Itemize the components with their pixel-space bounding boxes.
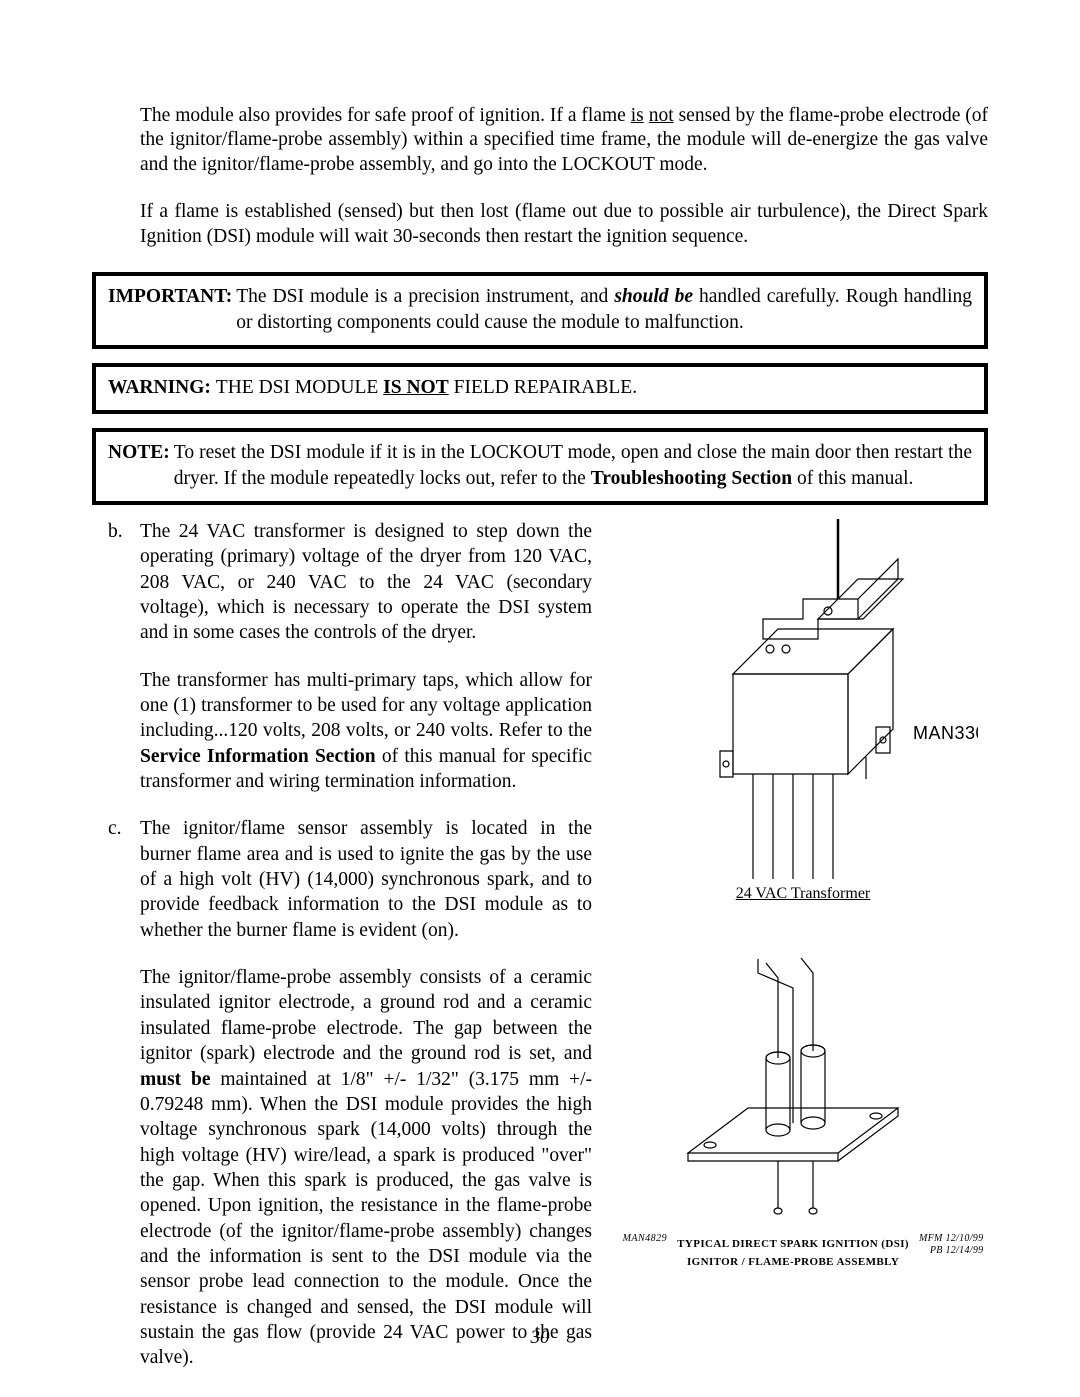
warning-box: WARNING: THE DSI MODULE IS NOT FIELD REP… <box>92 363 988 414</box>
text: The ignitor/flame-probe assembly consist… <box>140 967 592 1064</box>
meta-line-2: PB 12/14/99 <box>919 1245 983 1258</box>
figure-code: MAN3301 <box>913 723 978 743</box>
caption-line-2: IGNITOR / FLAME-PROBE ASSEMBLY <box>677 1255 909 1269</box>
text: of this manual. <box>792 468 913 489</box>
left-column: b. The 24 VAC transformer is designed to… <box>92 519 592 1393</box>
text: The DSI module is a precision instrument… <box>236 286 614 307</box>
list-letter-b: b. <box>108 519 140 794</box>
figure-ignitor-caption-row: MAN4829 TYPICAL DIRECT SPARK IGNITION (D… <box>618 1233 988 1270</box>
underline-not: not <box>649 105 674 126</box>
transformer-icon: MAN3301 <box>618 519 978 879</box>
figure-transformer: MAN3301 24 VAC Transformer <box>618 519 988 903</box>
underline-isnot: IS NOT <box>383 377 449 398</box>
figure-ignitor-left-code: MAN4829 <box>623 1233 668 1244</box>
ignitor-icon <box>618 933 978 1233</box>
caption-line-1: TYPICAL DIRECT SPARK IGNITION (DSI) <box>677 1237 909 1251</box>
important-body: The DSI module is a precision instrument… <box>236 284 972 335</box>
figure-transformer-caption: 24 VAC Transformer <box>618 885 988 903</box>
emphasis: should be <box>614 286 693 307</box>
important-label: IMPORTANT: <box>108 284 236 335</box>
figure-ignitor: MAN4829 TYPICAL DIRECT SPARK IGNITION (D… <box>618 933 988 1270</box>
right-column: MAN3301 24 VAC Transformer <box>618 519 988 1393</box>
list-item-c: c. The ignitor/flame sensor assembly is … <box>92 816 592 1370</box>
item-b-p1: The 24 VAC transformer is designed to st… <box>140 519 592 646</box>
page-number: 30 <box>0 1327 1080 1349</box>
bold-mustbe: must be <box>140 1069 211 1090</box>
list-body-c: The ignitor/flame sensor assembly is loc… <box>140 816 592 1370</box>
text: maintained at 1/8" +/- 1/32" (3.175 mm +… <box>140 1069 592 1369</box>
warning-label: WARNING: <box>108 377 216 398</box>
list-letter-c: c. <box>108 816 140 1370</box>
item-b-p2: The transformer has multi-primary taps, … <box>140 668 592 795</box>
manual-page: The module also provides for safe proof … <box>0 0 1080 1397</box>
item-c-p2: The ignitor/flame-probe assembly consist… <box>140 965 592 1371</box>
text: FIELD REPAIRABLE. <box>449 377 637 398</box>
figure-ignitor-caption: TYPICAL DIRECT SPARK IGNITION (DSI) IGNI… <box>677 1233 909 1270</box>
note-label: NOTE: <box>108 440 174 491</box>
underline-is: is <box>631 105 644 126</box>
important-box: IMPORTANT: The DSI module is a precision… <box>92 272 988 349</box>
meta-line-1: MFM 12/10/99 <box>919 1233 983 1246</box>
bold-ref: Service Information Section <box>140 746 376 767</box>
note-box: NOTE: To reset the DSI module if it is i… <box>92 428 988 505</box>
lower-section: b. The 24 VAC transformer is designed to… <box>92 519 988 1393</box>
text: The module also provides for safe proof … <box>140 105 631 126</box>
item-c-p1: The ignitor/flame sensor assembly is loc… <box>140 816 592 943</box>
note-body: To reset the DSI module if it is in the … <box>174 440 972 491</box>
intro-block: The module also provides for safe proof … <box>92 104 988 251</box>
list-body-b: The 24 VAC transformer is designed to st… <box>140 519 592 794</box>
text: THE DSI MODULE <box>216 377 383 398</box>
intro-para-1: The module also provides for safe proof … <box>140 104 988 179</box>
list-item-b: b. The 24 VAC transformer is designed to… <box>92 519 592 794</box>
figure-ignitor-meta: MFM 12/10/99 PB 12/14/99 <box>919 1233 983 1258</box>
intro-para-2: If a flame is established (sensed) but t… <box>140 200 988 250</box>
bold-ref: Troubleshooting Section <box>591 468 792 489</box>
text: The transformer has multi-primary taps, … <box>140 670 592 742</box>
